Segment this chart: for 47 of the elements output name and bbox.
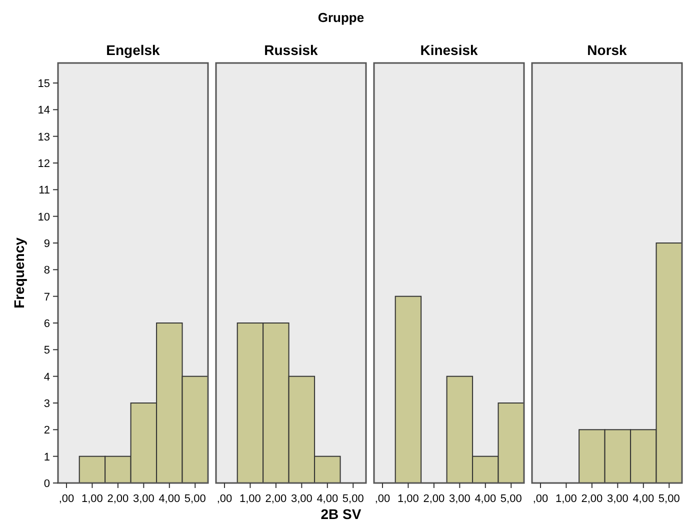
x-tick-label: 5,00 <box>184 493 206 505</box>
x-axis-title: 2B SV <box>320 506 362 522</box>
x-tick-label: 4,00 <box>316 493 338 505</box>
chart-title: Kinesisk <box>420 42 478 58</box>
x-tick-label: 2,00 <box>423 493 445 505</box>
y-tick-label: 10 <box>38 211 50 224</box>
x-tick-label: 2,00 <box>107 493 129 505</box>
y-tick-label: 1 <box>44 451 50 464</box>
x-tick-label: 1,00 <box>240 493 261 505</box>
y-tick-label: 5 <box>44 344 50 357</box>
x-tick-label: 5,00 <box>342 493 364 505</box>
x-tick-label: 3,00 <box>290 493 312 505</box>
x-tick-label: 3,00 <box>132 493 154 505</box>
x-tick-label: 1,00 <box>82 493 103 505</box>
chart-title: Engelsk <box>106 42 160 58</box>
y-axis-title: Frequency <box>11 237 27 308</box>
x-tick-label: 1,00 <box>398 493 419 505</box>
y-tick-label: 3 <box>44 398 50 410</box>
y-tick-label: 7 <box>44 291 50 304</box>
x-tick-label: ,00 <box>532 493 548 505</box>
y-tick-label: 13 <box>38 131 50 144</box>
chart-title: Norsk <box>587 42 628 58</box>
y-tick-label: 0 <box>44 478 50 490</box>
y-tick-label: 4 <box>44 371 50 384</box>
x-tick-label: 5,00 <box>658 493 680 505</box>
y-tick-label: 14 <box>38 104 50 117</box>
chart-title: Russisk <box>264 42 318 58</box>
y-tick-label: 8 <box>44 264 50 277</box>
x-tick-label: 4,00 <box>158 493 180 505</box>
x-tick-label: 3,00 <box>448 493 470 505</box>
x-tick-label: 5,00 <box>500 493 522 505</box>
x-tick-label: ,00 <box>374 493 390 505</box>
y-tick-label: 15 <box>38 78 50 90</box>
y-tick-label: 9 <box>44 238 50 250</box>
y-tick-label: 12 <box>38 158 50 170</box>
x-tick-label: 4,00 <box>474 493 496 505</box>
x-tick-label: 2,00 <box>265 493 287 505</box>
y-tick-label: 11 <box>38 184 50 197</box>
x-tick-label: ,00 <box>216 493 232 505</box>
y-tick-label: 6 <box>44 318 50 330</box>
y-tick-label: 2 <box>44 424 50 437</box>
x-tick-label: 3,00 <box>606 493 628 505</box>
x-tick-label: 4,00 <box>632 493 654 505</box>
x-tick-label: ,00 <box>58 493 74 505</box>
x-tick-label: 2,00 <box>581 493 603 505</box>
x-tick-label: 1,00 <box>556 493 577 505</box>
text: Gruppe <box>318 10 364 25</box>
